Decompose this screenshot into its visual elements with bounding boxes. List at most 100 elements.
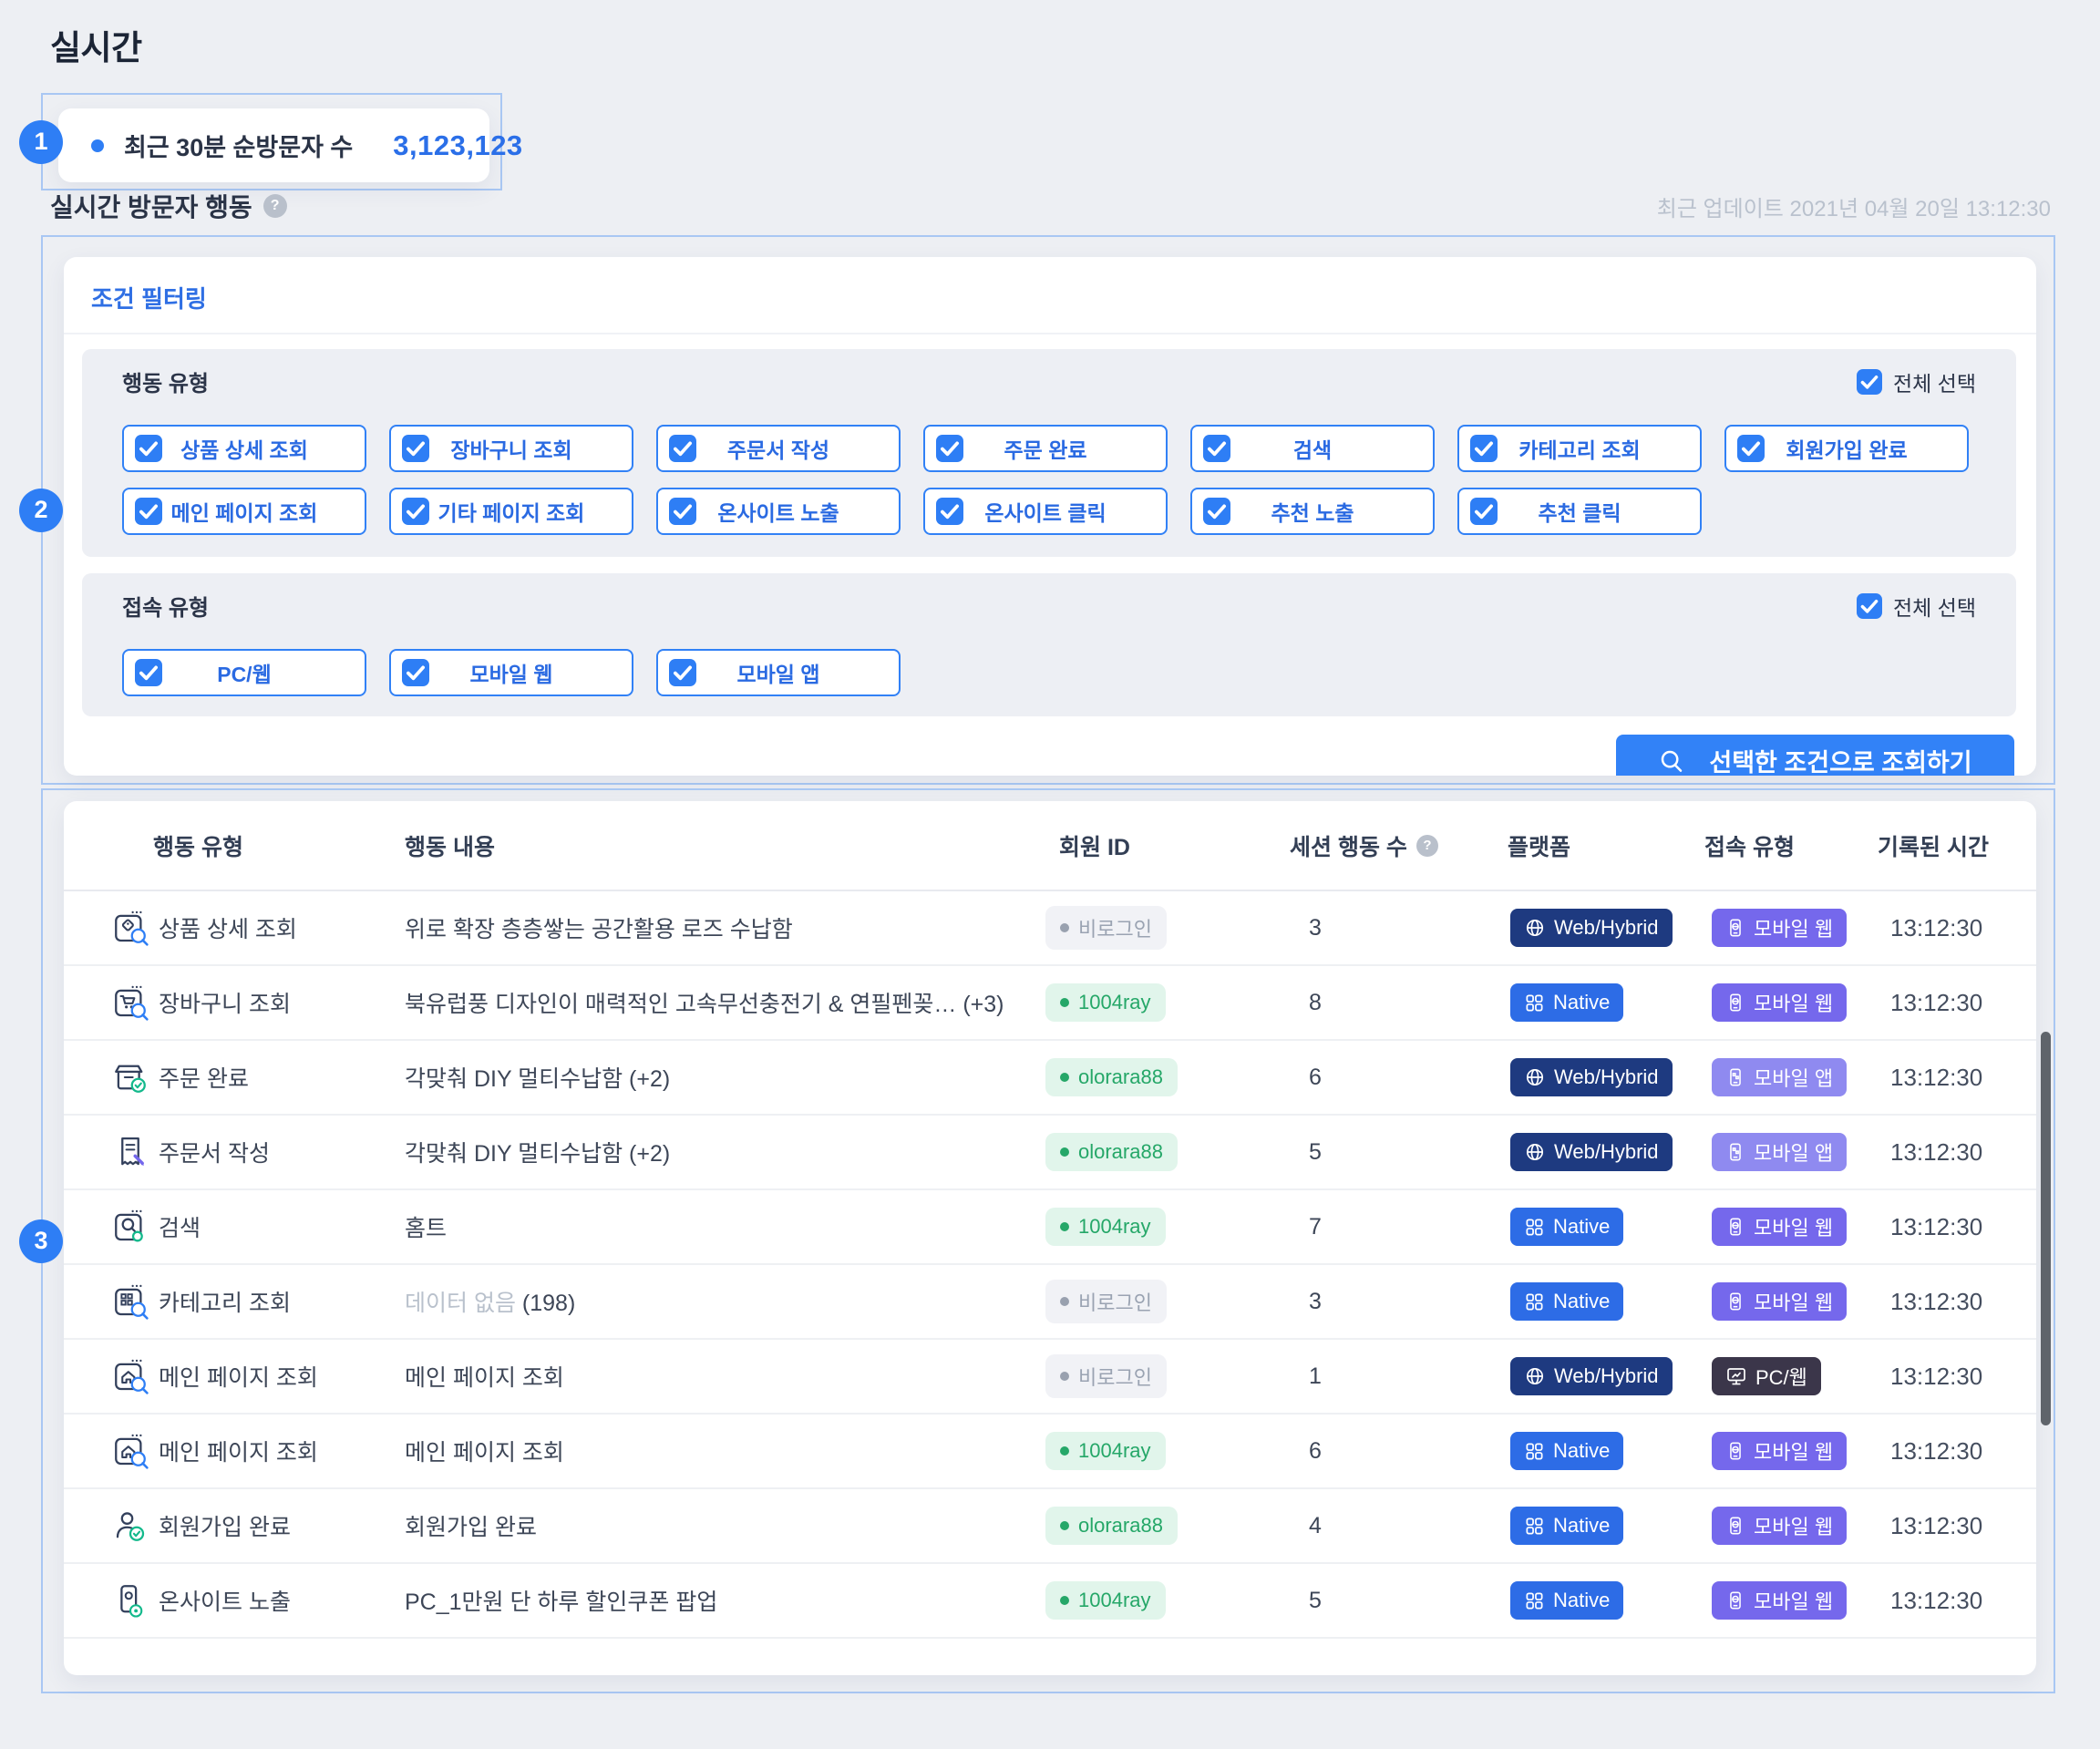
filter-option-button[interactable]: 회원가입 완료 <box>1724 425 1969 472</box>
table-row: 메인 페이지 조회메인 페이지 조회1004ray6Native모바일 웹13:… <box>64 1415 2036 1489</box>
session-count-cell: 3 <box>1269 1289 1497 1315</box>
platform-badge: Native <box>1510 983 1623 1022</box>
select-all-action-types[interactable]: 전체 선택 <box>1857 366 1976 397</box>
phone-icon <box>1725 1590 1745 1610</box>
filter-option-button[interactable]: 주문서 작성 <box>656 425 901 472</box>
annotation-box-1: 1 최근 30분 순방문자 수 3,123,123 <box>41 93 502 190</box>
filter-option-button[interactable]: 검색 <box>1190 425 1435 472</box>
grid-icon <box>1524 1441 1545 1462</box>
action-type-cell: 메인 페이지 조회 <box>111 1432 405 1470</box>
filter-option-button[interactable]: 추천 노출 <box>1190 488 1435 535</box>
globe-icon <box>1524 1066 1546 1088</box>
live-dot-icon <box>91 139 104 152</box>
phone-icon <box>1725 1516 1745 1536</box>
recorded-time-cell: 13:12:30 <box>1861 1363 2036 1391</box>
checkbox-checked-icon <box>936 498 963 525</box>
action-type-cell: 메인 페이지 조회 <box>111 1357 405 1395</box>
access-type-badge: 모바일 앱 <box>1712 1133 1847 1171</box>
filter-option-button[interactable]: 메인 페이지 조회 <box>122 488 366 535</box>
table-scrollbar[interactable] <box>2041 1032 2051 1425</box>
filter-option-button[interactable]: 모바일 웹 <box>389 649 633 696</box>
search-action-icon <box>111 1208 149 1246</box>
globe-icon <box>1524 1365 1546 1387</box>
recorded-time-cell: 13:12:30 <box>1861 1288 2036 1316</box>
filter-option-button[interactable]: 추천 클릭 <box>1457 488 1702 535</box>
status-dot-icon <box>1060 1222 1069 1231</box>
action-content-cell: 위로 확장 층층쌓는 공간활용 로즈 수납함 <box>405 911 1036 944</box>
checkbox-checked-icon <box>402 498 429 525</box>
access-type-badge: PC/웹 <box>1712 1357 1821 1395</box>
session-count-cell: 8 <box>1269 990 1497 1016</box>
col-action-type: 행동 유형 <box>111 829 405 862</box>
member-id-badge: 비로그인 <box>1045 1280 1167 1323</box>
grid-icon <box>1524 1516 1545 1537</box>
col-platform: 플랫폼 <box>1497 829 1702 862</box>
search-with-conditions-button[interactable]: 선택한 조건으로 조회하기 <box>1616 735 2014 776</box>
checkbox-checked-icon <box>936 435 963 462</box>
annotation-box-3: 3 행동 유형 행동 내용 회원 ID 세션 행동 수 ? 플랫폼 접속 유형 … <box>41 788 2055 1693</box>
member-id-badge: olorara88 <box>1045 1133 1178 1171</box>
annotation-number-1: 1 <box>19 120 63 164</box>
col-recorded-time: 기록된 시간 <box>1861 829 2036 862</box>
checkbox-checked-icon <box>669 435 696 462</box>
action-content-cell: 회원가입 완료 <box>405 1509 1036 1542</box>
filter-title: 조건 필터링 <box>64 257 2036 334</box>
member-id-badge: 비로그인 <box>1045 1354 1167 1398</box>
status-dot-icon <box>1060 1297 1069 1306</box>
select-all-access-types[interactable]: 전체 선택 <box>1857 591 1976 622</box>
member-id-badge: 1004ray <box>1045 1581 1166 1620</box>
platform-badge: Web/Hybrid <box>1510 1357 1673 1395</box>
col-access-type: 접속 유형 <box>1702 829 1861 862</box>
recorded-time-cell: 13:12:30 <box>1861 1064 2036 1092</box>
checkbox-checked-icon <box>1857 369 1882 395</box>
status-dot-icon <box>1060 923 1069 932</box>
action-content-cell: 데이터 없음 (198) <box>405 1285 1036 1318</box>
globe-icon <box>1524 1141 1546 1163</box>
visitor-count-label: 최근 30분 순방문자 수 <box>124 128 353 163</box>
filter-button-row: 상품 상세 조회 장바구니 조회 주문서 작성 주문 완료 검색 카테고리 조회 회원가입 … <box>122 425 1976 472</box>
member-id-badge: 1004ray <box>1045 1432 1166 1470</box>
table-row: 주문서 작성각맞춰 DIY 멀티수납함 (+2)olorara885Web/Hy… <box>64 1116 2036 1190</box>
table-row: 검색홈트1004ray7Native모바일 웹13:12:30 <box>64 1190 2036 1265</box>
cart-view-icon <box>111 983 149 1022</box>
main-page-icon <box>111 1432 149 1470</box>
member-id-badge: 1004ray <box>1045 983 1166 1022</box>
session-count-cell: 5 <box>1269 1588 1497 1614</box>
filter-option-button[interactable]: 온사이트 클릭 <box>923 488 1168 535</box>
filter-option-button[interactable]: 장바구니 조회 <box>389 425 633 472</box>
filter-option-button[interactable]: 모바일 앱 <box>656 649 901 696</box>
help-icon[interactable]: ? <box>263 194 287 218</box>
action-type-panel: 행동 유형 전체 선택 상품 상세 조회장바구니 조회주문서 작성주문 완료검색… <box>82 349 2016 557</box>
session-count-cell: 6 <box>1269 1438 1497 1465</box>
phone-icon <box>1725 993 1745 1013</box>
status-dot-icon <box>1060 1446 1069 1456</box>
globe-icon <box>1524 917 1546 939</box>
table-row: 주문 완료각맞춰 DIY 멀티수납함 (+2)olorara886Web/Hyb… <box>64 1041 2036 1116</box>
action-type-cell: 카테고리 조회 <box>111 1282 405 1321</box>
filter-option-button[interactable]: 상품 상세 조회 <box>122 425 366 472</box>
recorded-time-cell: 13:12:30 <box>1861 1138 2036 1167</box>
filter-option-button[interactable]: 기타 페이지 조회 <box>389 488 633 535</box>
grid-icon <box>1524 1291 1545 1312</box>
member-id-badge: 비로그인 <box>1045 906 1167 950</box>
filter-option-button[interactable]: 카테고리 조회 <box>1457 425 1702 472</box>
platform-badge: Native <box>1510 1282 1623 1321</box>
action-type-cell: 상품 상세 조회 <box>111 909 405 947</box>
col-session-count: 세션 행동 수 ? <box>1269 829 1497 862</box>
action-content-cell: 메인 페이지 조회 <box>405 1435 1036 1467</box>
session-count-cell: 1 <box>1269 1363 1497 1390</box>
member-id-badge: olorara88 <box>1045 1058 1178 1096</box>
table-row: 카테고리 조회데이터 없음 (198)비로그인3Native모바일 웹13:12… <box>64 1265 2036 1340</box>
phone-icon <box>1725 1067 1745 1087</box>
filter-option-button[interactable]: 온사이트 노출 <box>656 488 901 535</box>
filter-option-button[interactable]: PC/웹 <box>122 649 366 696</box>
phone-icon <box>1725 1441 1745 1461</box>
table-row: 회원가입 완료회원가입 완료olorara884Native모바일 웹13:12… <box>64 1489 2036 1564</box>
platform-badge: Native <box>1510 1208 1623 1246</box>
annotation-number-3: 3 <box>19 1219 63 1263</box>
filter-option-button[interactable]: 주문 완료 <box>923 425 1168 472</box>
help-icon[interactable]: ? <box>1416 835 1438 857</box>
action-type-cell: 주문서 작성 <box>111 1133 405 1171</box>
table-row: 메인 페이지 조회메인 페이지 조회비로그인1Web/HybridPC/웹13:… <box>64 1340 2036 1415</box>
session-count-cell: 5 <box>1269 1139 1497 1166</box>
